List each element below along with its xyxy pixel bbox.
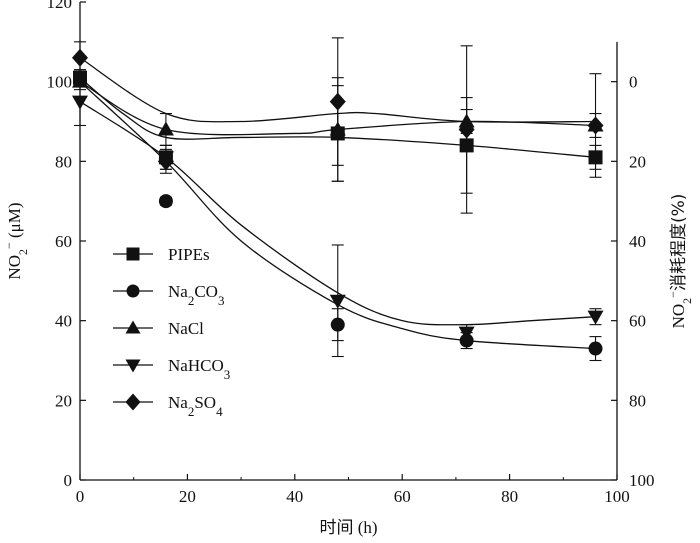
legend-label-na2so4: Na2SO4 — [168, 393, 223, 419]
y-axis-left: 0 20 40 60 80 100 120 NO2− (μM) — [2, 0, 86, 490]
legend-label-nahco3: NaHCO3 — [168, 356, 230, 382]
point-na2co3 — [158, 194, 173, 209]
plot-frame — [79, 2, 618, 481]
curve-pipes — [79, 77, 596, 158]
x-tick-label: 60 — [394, 487, 411, 506]
y2-tick-label: 40 — [629, 232, 646, 251]
point-na2so4 — [587, 116, 604, 135]
y-tick-label: 120 — [47, 0, 73, 12]
x-tick-label: 20 — [179, 487, 196, 506]
y-axis-right: 0 20 40 60 80 100 NO2−消耗程度(%) — [611, 73, 694, 490]
point-na2co3 — [588, 341, 603, 356]
point-na2so4 — [72, 48, 88, 67]
data-markers — [72, 48, 604, 356]
y-tick-label: 20 — [55, 391, 72, 410]
point-nacl — [329, 121, 346, 136]
point-nahco3 — [329, 294, 346, 309]
y-tick-label: 100 — [47, 73, 73, 92]
y2-tick-label: 60 — [629, 312, 646, 331]
x-tick-label: 40 — [286, 487, 303, 506]
legend-marker-na2so4 — [125, 393, 141, 411]
x-tick-label: 0 — [76, 487, 85, 506]
legend-marker-na2co3 — [126, 284, 140, 298]
y2-axis-title: NO2−消耗程度(%) — [666, 194, 694, 329]
legend-label-nacl: NaCl — [168, 319, 204, 338]
point-nahco3 — [458, 326, 475, 341]
point-nahco3 — [587, 310, 604, 325]
legend-marker-pipes — [126, 247, 140, 261]
x-tick-label: 100 — [604, 487, 630, 506]
y-tick-label: 40 — [55, 312, 72, 331]
point-nahco3 — [72, 95, 88, 110]
point-nacl — [157, 121, 174, 136]
y2-tick-label: 80 — [629, 391, 646, 410]
y-tick-label: 80 — [55, 152, 72, 171]
x-axis-title: 时间 (h) — [319, 518, 377, 537]
y-axis-title: NO2− (μM) — [2, 202, 30, 279]
point-na2so4 — [157, 152, 174, 171]
legend-label-na2co3: Na2CO3 — [168, 282, 224, 308]
y-tick-label: 0 — [64, 471, 73, 490]
y2-tick-label: 100 — [629, 471, 655, 490]
x-tick-label: 80 — [501, 487, 518, 506]
legend-marker-nacl — [125, 320, 141, 334]
x-axis: 0 20 40 60 80 100 时间 (h) — [76, 474, 630, 537]
legend-marker-nahco3 — [125, 359, 141, 373]
point-na2co3 — [330, 317, 345, 332]
y2-tick-label: 0 — [629, 73, 638, 92]
point-nacl — [72, 73, 88, 88]
y2-tick-label: 20 — [629, 152, 646, 171]
error-bars — [74, 37, 602, 362]
point-na2so4 — [458, 120, 475, 139]
legend-label-pipes: PIPEs — [168, 245, 210, 264]
legend: PIPEs Na2CO3 NaCl NaHCO3 Na2SO4 — [113, 245, 230, 419]
point-na2so4 — [329, 92, 346, 111]
point-pipes — [588, 150, 603, 165]
y-tick-label: 60 — [55, 232, 72, 251]
point-pipes — [459, 138, 474, 153]
